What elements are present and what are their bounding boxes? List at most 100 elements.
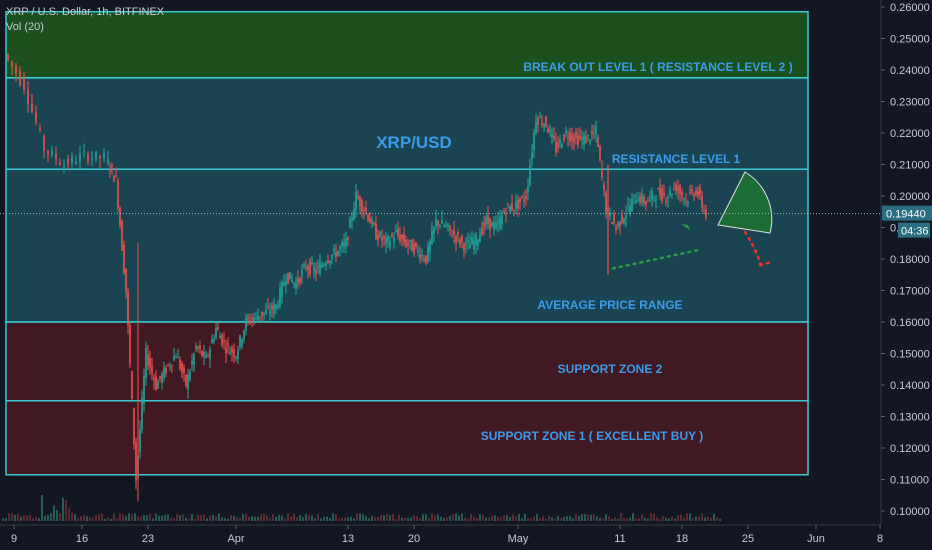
candle-body [239,335,241,347]
volume-bar [350,516,352,521]
volume-bar [128,513,130,521]
zone-rect-3 [5,321,809,402]
x-axis-panel [0,525,932,550]
candle-body [305,266,307,268]
volume-bar [329,518,331,521]
volume-bar [23,515,25,521]
candle-body [381,237,383,241]
volume-bar [11,513,13,521]
candle-body [257,315,259,321]
candle-body [375,223,377,240]
candle-body [317,265,319,268]
volume-bar [65,500,67,521]
chart-title: XRP/USD [376,133,452,152]
candle-body [193,353,195,366]
candle-body [429,241,431,252]
volume-bar [389,515,391,521]
candle-body [685,198,687,200]
candle-body [465,242,467,245]
volume-bar [263,513,265,521]
volume-bar [710,517,712,521]
volume-bar [416,516,418,521]
candle-body [35,111,37,123]
candle-body [59,162,61,165]
symbol-line[interactable]: XRP / U.S. Dollar, 1h, BITFINEX [6,6,165,18]
candle-body [409,240,411,242]
candle-body [551,133,553,138]
volume-bar [140,516,142,521]
volume-bar [248,516,250,521]
volume-bar [179,515,181,521]
volume-bar [164,515,166,521]
candle-body [493,222,495,230]
candle-body [617,222,619,227]
volume-bar [608,516,610,521]
volume-bar [599,518,601,521]
candle-body [463,244,465,251]
y-tick-label: 0.20000 [890,191,930,203]
volume-bar [671,516,673,521]
candle-body [591,130,593,134]
candle-body [455,235,457,243]
volume-bar [479,514,481,521]
volume-bar [218,513,220,521]
candle-body [151,366,153,374]
volume-bar [284,518,286,521]
volume-bar [407,517,409,521]
volume-bar [230,515,232,521]
candle-body [141,398,143,430]
volume-bar [113,513,115,521]
volume-bar [665,517,667,521]
price-tag-box[interactable] [882,205,932,221]
candle-body [75,162,77,164]
volume-bar [473,517,475,521]
volume-bar [203,514,205,521]
volume-bar [224,518,226,521]
candle-body [115,175,117,177]
candle-body [583,135,585,145]
candle-body [403,234,405,243]
volume-bar [482,515,484,521]
candle-body [385,237,387,245]
candle-body [537,117,539,125]
candle-body [51,150,53,156]
volume-bar [92,517,94,521]
candle-body [291,279,293,282]
candle-body [483,222,485,227]
candle-body [205,355,207,358]
volume-bar [461,513,463,521]
volume-line[interactable]: Vol (20) [6,21,44,33]
volume-bar [53,505,55,521]
y-axis-panel [881,0,932,550]
volume-bar [320,518,322,521]
candle-body [695,190,697,195]
volume-bar [293,513,295,521]
candle-body [487,215,489,224]
candle-body [263,312,265,315]
candle-body [689,192,691,194]
volume-bar [50,512,52,521]
volume-bar [404,518,406,521]
candle-body [529,165,531,185]
volume-bar [632,513,634,521]
candle-body [605,192,607,214]
candle-body [499,216,501,229]
candle-body [609,211,611,217]
candle-body [595,127,597,134]
fan-wedge [717,171,773,234]
volume-bar [323,516,325,521]
volume-bar [383,515,385,521]
candle-body [561,144,563,148]
candle-body [7,54,9,60]
candle-body [173,355,175,361]
candle-body [213,338,215,342]
volume-bar [74,514,76,521]
volume-bar [29,515,31,521]
projection-up-arrowhead [681,224,690,230]
candle-body [67,158,69,165]
candle-body [327,261,329,263]
candle-body [241,339,243,347]
volume-bar [464,517,466,521]
zone-label-3: SUPPORT ZONE 2 [558,362,663,376]
